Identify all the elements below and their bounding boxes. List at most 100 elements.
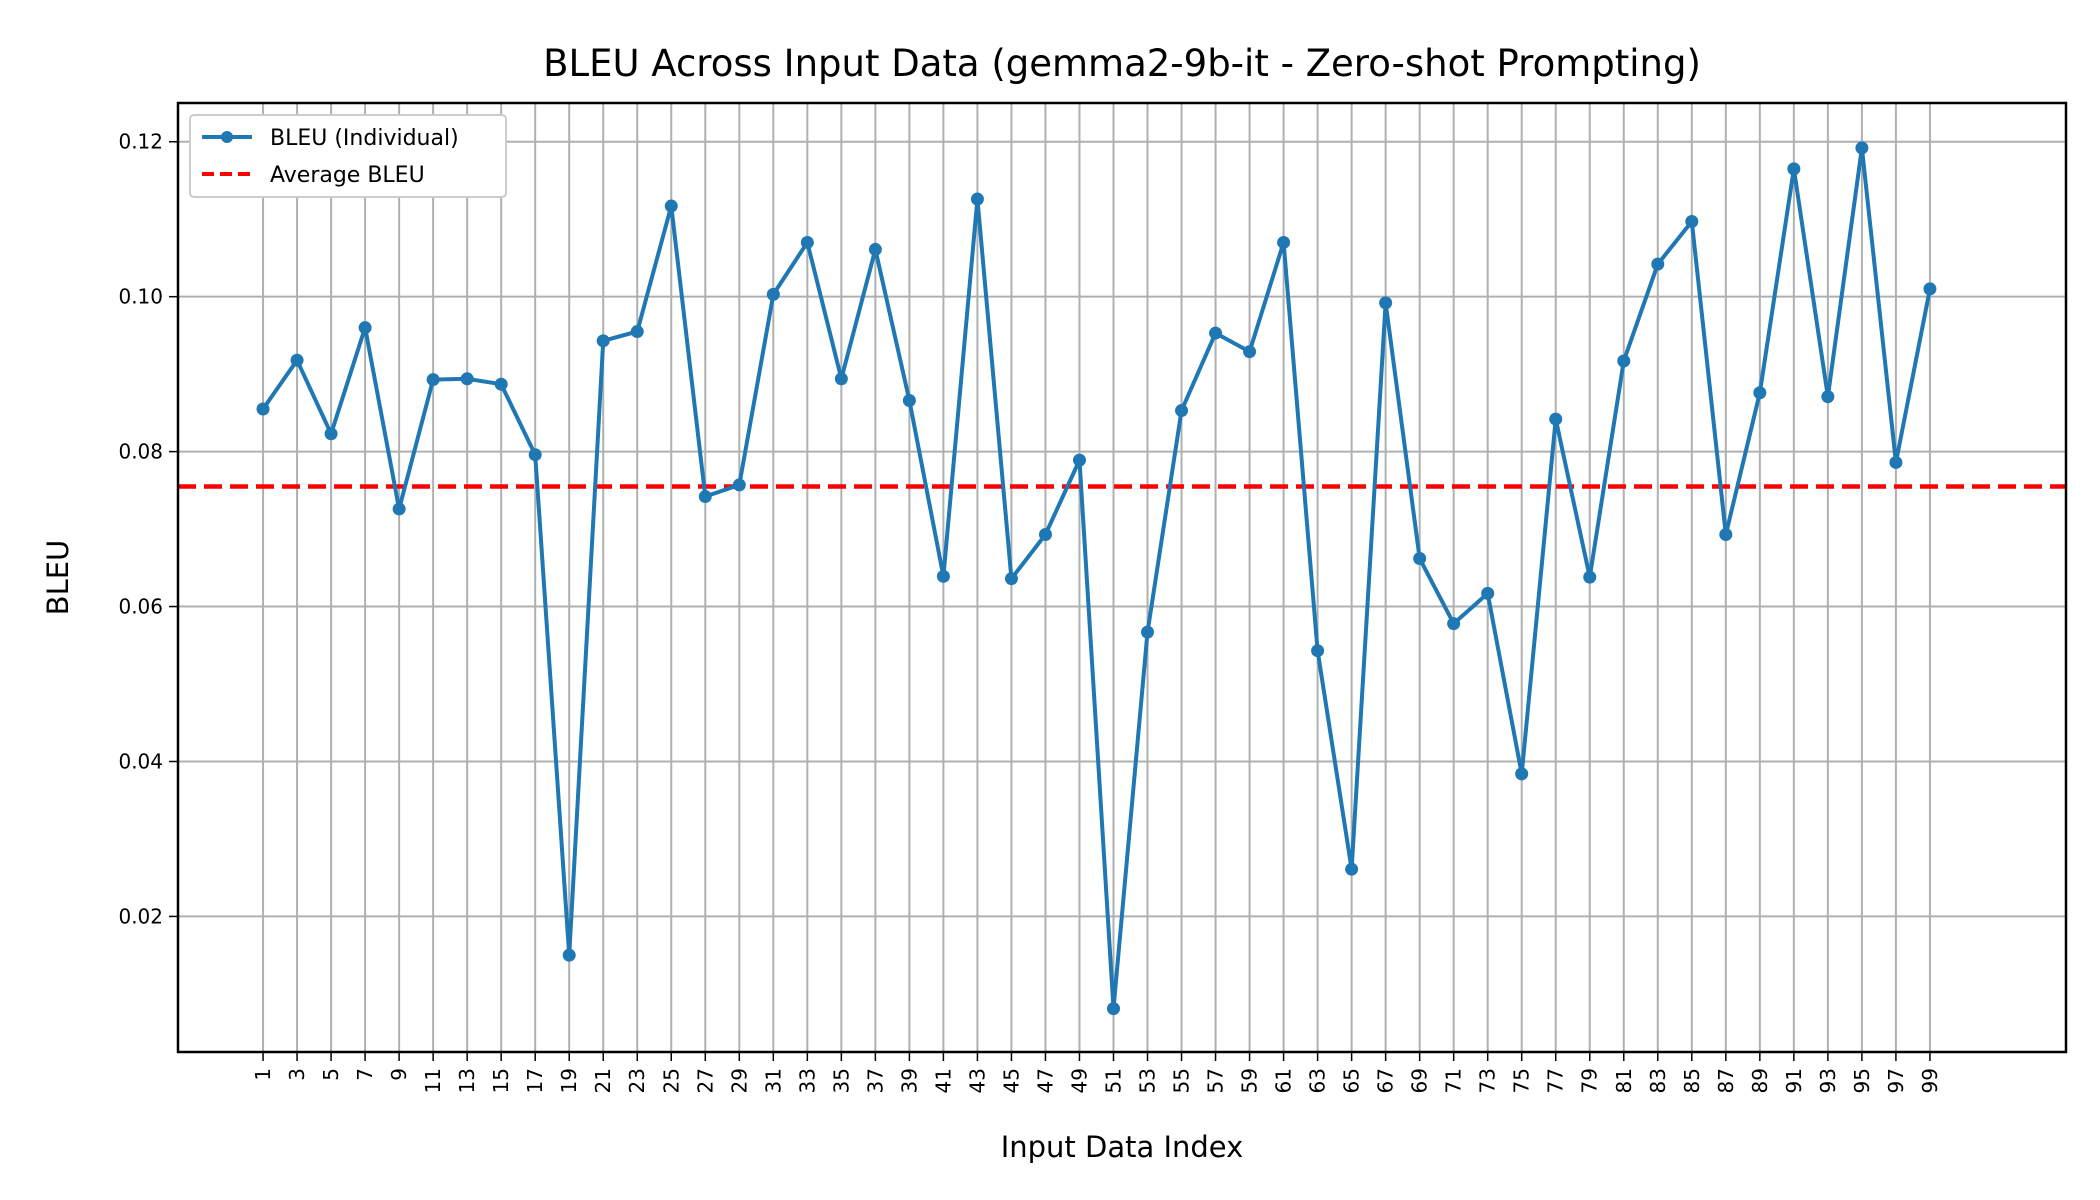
x-tick-label: 1 <box>251 1068 275 1081</box>
x-tick-label: 59 <box>1238 1068 1262 1093</box>
bleu-data-point <box>256 402 270 416</box>
x-tick-label: 67 <box>1374 1068 1398 1093</box>
bleu-data-point <box>426 373 440 387</box>
series-layer <box>256 141 1937 1016</box>
y-tick-label: 0.08 <box>118 440 163 464</box>
x-tick-label: 3 <box>285 1068 309 1081</box>
x-tick-label: 77 <box>1544 1068 1568 1093</box>
x-tick-label: 65 <box>1340 1068 1364 1093</box>
bleu-data-point <box>1889 455 1903 469</box>
bleu-data-point <box>1617 354 1631 368</box>
bleu-data-point <box>1243 345 1257 359</box>
x-tick-label: 45 <box>999 1068 1023 1093</box>
x-tick-label: 81 <box>1612 1068 1636 1093</box>
bleu-data-point <box>290 353 304 367</box>
x-tick-label: 13 <box>455 1068 479 1093</box>
bleu-data-point <box>698 490 712 504</box>
x-tick-label: 47 <box>1033 1068 1057 1093</box>
x-tick-label: 69 <box>1408 1068 1432 1093</box>
x-tick-label: 93 <box>1816 1068 1840 1093</box>
legend-box <box>189 114 507 198</box>
bleu-data-point <box>1141 625 1155 639</box>
bleu-data-point <box>766 287 780 301</box>
x-tick-label: 7 <box>353 1068 377 1081</box>
bleu-data-point <box>868 242 882 256</box>
x-tick-label: 5 <box>319 1068 343 1081</box>
bleu-data-point <box>902 393 916 407</box>
bleu-data-point <box>970 192 984 206</box>
x-tick-label: 11 <box>421 1068 445 1093</box>
x-tick-label: 83 <box>1646 1068 1670 1093</box>
legend-marker-bleu-individual <box>221 131 233 143</box>
bleu-data-point <box>800 235 814 249</box>
x-tick-label: 35 <box>829 1068 853 1093</box>
bleu-data-point <box>1345 862 1359 876</box>
x-tick-label: 29 <box>727 1068 751 1093</box>
x-axis-label: Input Data Index <box>1001 1130 1244 1164</box>
x-tick-label: 25 <box>659 1068 683 1093</box>
x-tick-label: 95 <box>1850 1068 1874 1093</box>
x-tick-label: 89 <box>1748 1068 1772 1093</box>
bleu-data-point <box>1821 390 1835 404</box>
chart-title: BLEU Across Input Data (gemma2-9b-it - Z… <box>543 42 1701 85</box>
y-tick-label: 0.12 <box>118 130 163 154</box>
x-tick-label: 39 <box>897 1068 921 1093</box>
legend: BLEU (Individual) Average BLEU <box>189 114 507 198</box>
bleu-data-point <box>1583 570 1597 584</box>
bleu-data-point <box>562 948 576 962</box>
y-tick-label: 0.04 <box>118 749 163 773</box>
bleu-data-point <box>1379 296 1393 310</box>
x-tick-label: 15 <box>489 1068 513 1093</box>
bleu-data-point <box>392 502 406 516</box>
bleu-data-point <box>1515 767 1529 781</box>
x-tick-label: 55 <box>1170 1068 1194 1093</box>
bleu-data-point <box>1447 617 1461 631</box>
bleu-data-point <box>1175 404 1189 418</box>
x-tick-label: 61 <box>1272 1068 1296 1093</box>
plot-frame <box>176 101 2068 1054</box>
x-tick-label: 9 <box>387 1068 411 1081</box>
x-tick-label: 73 <box>1476 1068 1500 1093</box>
ticks-layer: 1 3 5 7 9 11 13 15 17 19 21 23 25 27 29 31 33 35 37 39 41 43 4… <box>118 130 1941 1094</box>
bleu-data-point <box>596 334 610 348</box>
bleu-data-point <box>1209 326 1223 340</box>
x-tick-label: 99 <box>1918 1068 1942 1093</box>
bleu-data-point <box>324 427 338 441</box>
bleu-data-point <box>460 372 474 386</box>
x-tick-label: 21 <box>591 1068 615 1093</box>
x-tick-label: 49 <box>1067 1068 1091 1093</box>
bleu-data-point <box>834 372 848 386</box>
x-tick-label: 85 <box>1680 1068 1704 1093</box>
bleu-data-point <box>1106 1002 1120 1016</box>
bleu-data-point <box>1413 552 1427 566</box>
bleu-data-point <box>1004 572 1018 586</box>
x-tick-label: 27 <box>693 1068 717 1093</box>
x-tick-label: 37 <box>863 1068 887 1093</box>
x-tick-label: 43 <box>965 1068 989 1093</box>
bleu-data-point <box>1311 644 1325 658</box>
x-tick-label: 51 <box>1101 1068 1125 1093</box>
bleu-data-point <box>1753 386 1767 400</box>
y-tick-label: 0.10 <box>118 285 163 309</box>
bleu-data-point <box>1651 257 1665 271</box>
y-tick-label: 0.06 <box>118 595 163 619</box>
x-tick-label: 75 <box>1510 1068 1534 1093</box>
x-tick-label: 57 <box>1204 1068 1228 1093</box>
x-tick-label: 23 <box>625 1068 649 1093</box>
x-tick-label: 41 <box>931 1068 955 1093</box>
bleu-data-point <box>494 377 508 391</box>
x-tick-label: 17 <box>523 1068 547 1093</box>
legend-label-bleu-individual: BLEU (Individual) <box>270 126 459 151</box>
x-tick-label: 79 <box>1578 1068 1602 1093</box>
x-tick-label: 33 <box>795 1068 819 1093</box>
bleu-data-point <box>1072 453 1086 467</box>
x-tick-label: 53 <box>1136 1068 1160 1093</box>
bleu-data-point <box>936 569 950 583</box>
x-tick-label: 31 <box>761 1068 785 1093</box>
x-tick-label: 19 <box>557 1068 581 1093</box>
bleu-data-point <box>1481 586 1495 600</box>
x-tick-label: 87 <box>1714 1068 1738 1093</box>
bleu-data-point <box>1277 235 1291 249</box>
bleu-data-point <box>664 199 678 213</box>
